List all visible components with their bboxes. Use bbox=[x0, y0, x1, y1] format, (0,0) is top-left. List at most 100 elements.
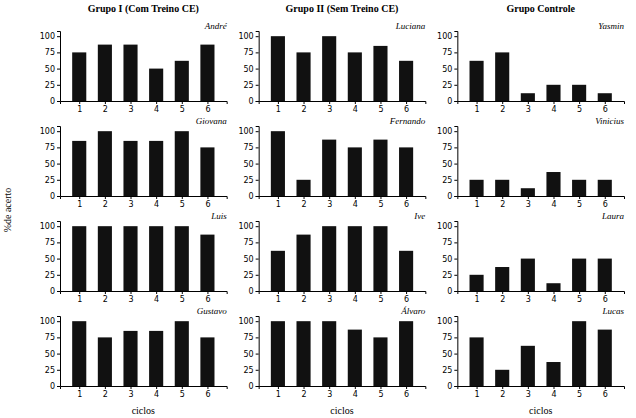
tick-label: 5 bbox=[180, 390, 185, 399]
x-tick: 6 bbox=[603, 291, 608, 304]
panel: 1234560255075100Yasmin bbox=[437, 21, 624, 114]
tick-label: 50 bbox=[243, 160, 253, 169]
bar bbox=[296, 52, 310, 101]
axis-line bbox=[256, 222, 260, 292]
tick-mark bbox=[304, 101, 305, 104]
tick-mark bbox=[57, 242, 60, 243]
tick-mark bbox=[57, 69, 60, 70]
tick-mark bbox=[57, 180, 60, 181]
tick-mark bbox=[256, 275, 259, 276]
tick-label: 5 bbox=[577, 295, 582, 304]
tick-mark bbox=[454, 147, 457, 148]
x-tick: 3 bbox=[327, 196, 332, 209]
tick-mark bbox=[256, 164, 259, 165]
tick-label: 0 bbox=[50, 97, 55, 106]
x-tick: 3 bbox=[128, 291, 133, 304]
y-tick: 75 bbox=[442, 48, 457, 57]
tick-label: 6 bbox=[205, 295, 210, 304]
x-tick: 5 bbox=[577, 291, 582, 304]
tick-label: 4 bbox=[353, 200, 358, 209]
y-tick: 25 bbox=[442, 271, 457, 280]
chart: 1234560255075100AndréGrupo I (Com Treino… bbox=[0, 0, 636, 418]
x-tick: 1 bbox=[475, 101, 480, 114]
tick-mark bbox=[57, 226, 60, 227]
x-tick: 5 bbox=[378, 386, 383, 399]
y-tick: 75 bbox=[45, 143, 60, 152]
tick-mark bbox=[131, 196, 132, 199]
tick-mark bbox=[329, 196, 330, 199]
y-tick: 25 bbox=[45, 366, 60, 375]
x-tick: 4 bbox=[154, 386, 159, 399]
bar bbox=[98, 45, 112, 101]
tick-label: 2 bbox=[301, 295, 306, 304]
tick-mark bbox=[57, 354, 60, 355]
x-tick: 2 bbox=[301, 291, 306, 304]
y-tick: 75 bbox=[442, 143, 457, 152]
tick-label: 100 bbox=[40, 222, 55, 231]
x-tick: 3 bbox=[128, 386, 133, 399]
tick-label: 5 bbox=[577, 390, 582, 399]
x-tick: 3 bbox=[128, 101, 133, 114]
tick-mark bbox=[528, 196, 529, 199]
tick-label: 1 bbox=[276, 390, 281, 399]
tick-mark bbox=[380, 101, 381, 104]
bar bbox=[149, 141, 163, 196]
panel: 1234560255075100Álvaro bbox=[238, 306, 425, 399]
tick-mark bbox=[454, 259, 457, 260]
bar bbox=[98, 131, 112, 196]
tick-label: 3 bbox=[128, 105, 133, 114]
panel: 1234560255075100Giovana bbox=[40, 116, 227, 209]
bar bbox=[296, 321, 310, 386]
y-tick: 100 bbox=[238, 222, 258, 231]
tick-label: 25 bbox=[45, 176, 55, 185]
x-tick: 4 bbox=[551, 386, 556, 399]
bar bbox=[373, 140, 387, 196]
bar bbox=[521, 188, 535, 196]
x-axis: 123456 bbox=[61, 101, 228, 114]
tick-label: 1 bbox=[475, 200, 480, 209]
tick-label: 1 bbox=[276, 295, 281, 304]
y-tick: 50 bbox=[243, 350, 258, 359]
tick-label: 75 bbox=[243, 48, 253, 57]
tick-label: 2 bbox=[301, 200, 306, 209]
bar bbox=[598, 180, 612, 196]
axis-line bbox=[454, 127, 458, 197]
tick-label: 75 bbox=[243, 238, 253, 247]
tick-label: 25 bbox=[243, 366, 253, 375]
tick-label: 75 bbox=[243, 143, 253, 152]
bar bbox=[373, 226, 387, 291]
x-tick: 3 bbox=[327, 291, 332, 304]
bars bbox=[72, 226, 214, 291]
tick-mark bbox=[454, 354, 457, 355]
tick-label: 50 bbox=[442, 350, 452, 359]
tick-label: 6 bbox=[603, 295, 608, 304]
tick-label: 1 bbox=[475, 390, 480, 399]
tick-label: 25 bbox=[45, 81, 55, 90]
tick-mark bbox=[454, 386, 457, 387]
y-tick: 0 bbox=[447, 382, 457, 391]
tick-label: 4 bbox=[551, 200, 556, 209]
x-tick: 1 bbox=[77, 101, 82, 114]
tick-mark bbox=[207, 196, 208, 199]
tick-label: 25 bbox=[45, 271, 55, 280]
tick-label: 25 bbox=[442, 271, 452, 280]
tick-label: 25 bbox=[442, 176, 452, 185]
x-tick: 5 bbox=[180, 291, 185, 304]
y-tick: 50 bbox=[243, 255, 258, 264]
axis-line bbox=[458, 197, 625, 200]
x-label: ciclos bbox=[132, 405, 155, 416]
panel: 1234560255075100Fernando bbox=[238, 116, 425, 209]
tick-mark bbox=[454, 85, 457, 86]
y-tick: 50 bbox=[45, 65, 60, 74]
tick-mark bbox=[131, 291, 132, 294]
y-tick: 100 bbox=[40, 222, 60, 231]
column-title: Grupo I (Com Treino CE) bbox=[88, 3, 199, 15]
tick-mark bbox=[579, 101, 580, 104]
tick-mark bbox=[329, 101, 330, 104]
bar bbox=[200, 45, 214, 101]
x-tick: 3 bbox=[526, 196, 531, 209]
bar bbox=[123, 141, 137, 196]
axis-line bbox=[57, 317, 61, 387]
tick-mark bbox=[256, 180, 259, 181]
x-tick: 5 bbox=[378, 196, 383, 209]
